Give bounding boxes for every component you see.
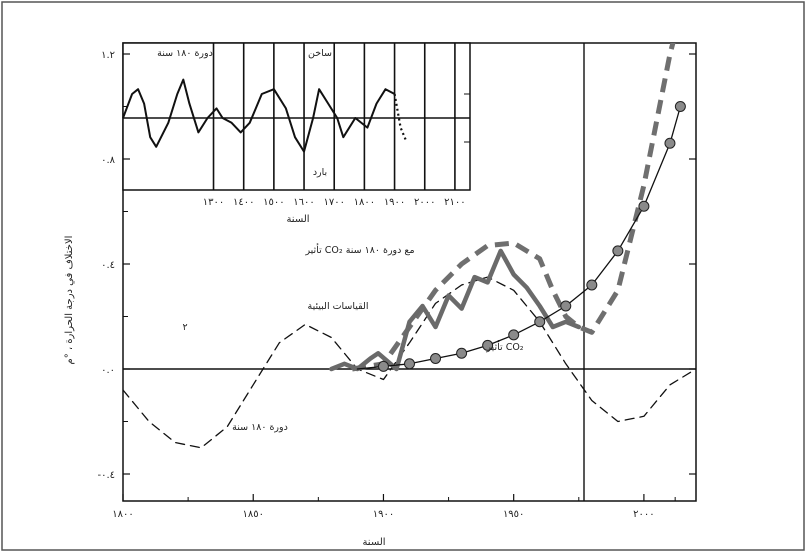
y-tick-label: ٠.٤ [101,260,115,271]
y-tick-label: ١.٢ [101,50,115,61]
inset-x-tick-label: ١٦٠٠ [293,197,314,208]
inset-x-tick-label: ٢١٠٠ [444,197,465,208]
inset-annotation-warm: ساخن [308,48,332,59]
x-tick-label: ١٨٠٠ [112,509,133,520]
inset-annotation-cycle: دورة ١٨٠ سنة [157,48,213,59]
x-tick-label: ١٩٥٠ [503,509,524,520]
series-point [586,279,598,291]
inset-x-tick-label: ١٧٠٠ [323,197,344,208]
series-point [508,329,520,341]
series-point [664,137,676,149]
series-point [377,360,389,372]
x-tick-label: ٢٠٠٠ [633,509,654,520]
inset-series-projection [393,93,408,143]
annotation-marker: ٢ [182,322,187,333]
inset-series-line [122,78,396,153]
inset-x-tick-label: ١٨٠٠ [354,197,375,208]
annotation-180-year-cycle: دورة ١٨٠ سنة [232,422,288,433]
inset-x-tick-label: ٢٠٠٠ [414,197,435,208]
series-point [430,353,442,364]
inset-plot-frame [122,42,471,191]
y-tick-label: ٠.٠ [101,365,115,376]
y-tick-label: -٠.٤ [97,470,115,481]
y-axis-title: الاختلاف في درجة الحرارة ، °م [64,236,75,365]
annotation-co2-effect: تأثير CO₂ [485,340,523,353]
inset-x-tick-label: ١٩٠٠ [384,197,405,208]
x-tick-label: ١٩٠٠ [373,509,394,520]
series-point [638,200,650,212]
inset-x-axis-title: السنة [286,214,309,225]
annotation-co2-with-cycle: تأثير CO₂ مع دورة ١٨٠ سنة [304,243,414,256]
inset-annotation-cold: بارد [313,167,327,178]
y-tick-label: ٠.٨ [101,155,116,166]
series-point [456,347,468,359]
series-point [674,101,686,112]
series-point [404,358,415,370]
series-line-0 [123,276,696,449]
series-point [482,339,494,351]
inset-x-tick-label: ١٤٠٠ [233,197,254,208]
series-point [560,300,572,312]
series-line-2 [329,248,582,372]
series-point [534,316,546,328]
inset-x-tick-label: ١٣٠٠ [203,197,224,208]
series-point [612,245,624,257]
annotation-measurements: القياسات البيئية [307,301,368,312]
x-tick-label: ١٨٥٠ [242,509,263,520]
inset-x-tick-label: ١٥٠٠ [263,197,284,208]
x-axis-title: السنة [362,537,385,548]
